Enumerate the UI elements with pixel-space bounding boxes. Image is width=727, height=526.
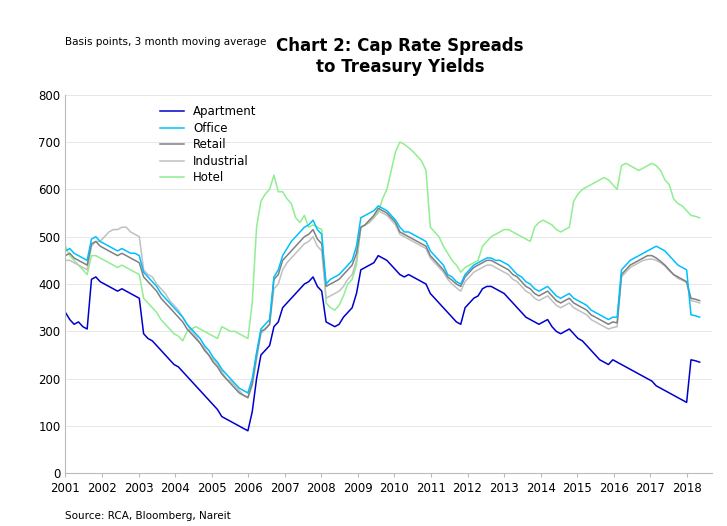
Hotel [395, 139, 404, 145]
Apartment [561, 328, 569, 335]
Office [569, 295, 578, 301]
Office [561, 292, 569, 299]
Apartment [417, 279, 426, 285]
Office [61, 248, 70, 254]
Apartment [270, 323, 278, 330]
Hotel [178, 338, 187, 344]
Hotel [270, 172, 278, 178]
Industrial [508, 276, 517, 282]
Apartment [695, 359, 704, 365]
Hotel [508, 229, 517, 235]
Office [374, 203, 382, 209]
Line: Office: Office [65, 206, 699, 393]
Industrial [61, 257, 70, 264]
Apartment [244, 428, 252, 434]
Industrial [374, 208, 382, 214]
Office [695, 314, 704, 320]
Office [417, 236, 426, 242]
Retail [695, 297, 704, 304]
Retail [374, 205, 382, 211]
Line: Retail: Retail [65, 208, 699, 398]
Industrial [230, 383, 239, 389]
Apartment [230, 421, 239, 427]
Retail [230, 385, 239, 391]
Office [508, 267, 517, 273]
Apartment [569, 330, 578, 337]
Industrial [695, 300, 704, 306]
Office [270, 274, 278, 280]
Retail [417, 241, 426, 247]
Office [244, 390, 252, 396]
Line: Industrial: Industrial [65, 211, 699, 398]
Hotel [695, 215, 704, 221]
Office [230, 380, 239, 387]
Hotel [61, 243, 70, 249]
Text: Source: RCA, Bloomberg, Nareit: Source: RCA, Bloomberg, Nareit [65, 511, 231, 521]
Text: Basis points, 3 month moving average: Basis points, 3 month moving average [65, 37, 267, 47]
Hotel [561, 226, 569, 232]
Apartment [508, 300, 517, 306]
Apartment [61, 309, 70, 316]
Hotel [235, 330, 244, 337]
Line: Apartment: Apartment [65, 256, 699, 431]
Apartment [374, 252, 382, 259]
Industrial [270, 286, 278, 292]
Industrial [244, 394, 252, 401]
Hotel [569, 198, 578, 204]
Text: Chart 2: Cap Rate Spreads
to Treasury Yields: Chart 2: Cap Rate Spreads to Treasury Yi… [276, 37, 523, 76]
Retail [561, 297, 569, 304]
Hotel [417, 158, 426, 164]
Line: Hotel: Hotel [65, 142, 699, 341]
Industrial [569, 305, 578, 311]
Retail [244, 394, 252, 401]
Retail [569, 300, 578, 306]
Industrial [417, 243, 426, 249]
Industrial [561, 302, 569, 308]
Legend: Apartment, Office, Retail, Industrial, Hotel: Apartment, Office, Retail, Industrial, H… [156, 100, 262, 189]
Retail [61, 252, 70, 259]
Retail [508, 271, 517, 278]
Retail [270, 276, 278, 282]
